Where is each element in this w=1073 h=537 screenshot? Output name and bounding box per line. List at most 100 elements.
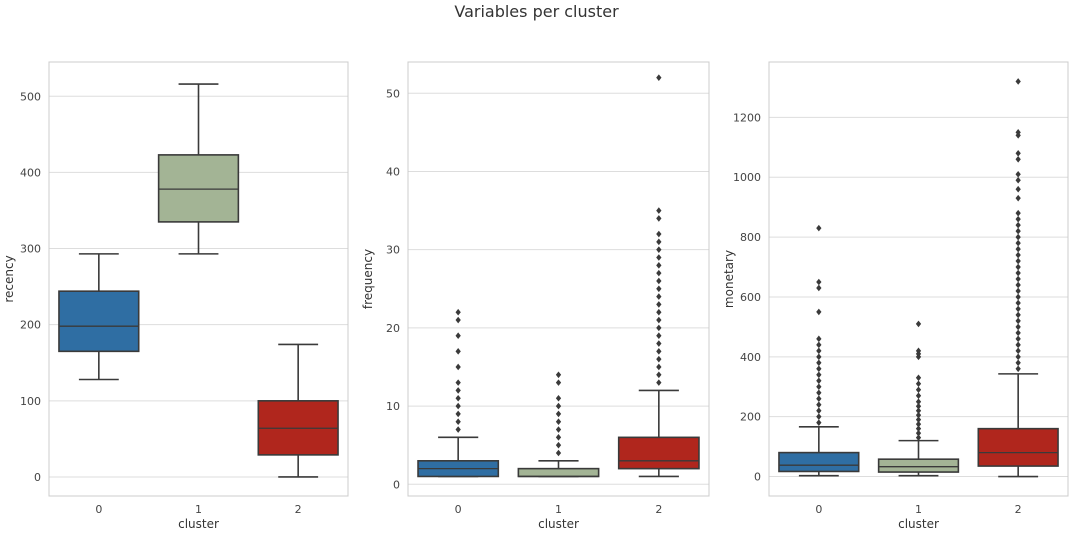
outlier-point: [1015, 293, 1021, 301]
axes-frame: [407, 61, 710, 497]
y-tick-label: 400: [740, 351, 761, 364]
x-tick-label: 2: [295, 503, 302, 516]
box-cluster-0: [778, 224, 860, 477]
outlier-point: [1015, 78, 1021, 85]
outlier-point: [1015, 299, 1021, 307]
x-tick-label: 1: [915, 503, 922, 516]
y-tick-label: 0: [34, 471, 41, 484]
outlier-point: [656, 246, 662, 253]
outlier-point: [1015, 287, 1021, 295]
outlier-point: [455, 402, 461, 410]
y-tick-label: 40: [386, 165, 400, 178]
outlier-point: [915, 374, 922, 382]
outlier-point: [656, 332, 662, 339]
outlier-point: [1015, 365, 1021, 373]
outlier-point: [915, 411, 922, 419]
outlier-point: [1015, 323, 1021, 331]
y-axis-label: recency: [2, 255, 16, 302]
outlier-point: [555, 441, 562, 449]
outlier-point: [816, 347, 822, 355]
outlier-point: [816, 419, 822, 426]
y-tick-label: 0: [754, 471, 761, 484]
outlier-point: [656, 348, 662, 355]
iqr-box: [617, 436, 700, 470]
y-tick-label: 100: [20, 395, 41, 408]
outlier-point: [816, 278, 822, 286]
outlier-point: [455, 418, 461, 426]
x-axis-label: cluster: [538, 517, 579, 531]
outlier-point: [915, 420, 922, 428]
outlier-point: [1015, 257, 1021, 265]
outlier-point: [1015, 281, 1021, 289]
outlier-point: [656, 207, 662, 214]
outlier-point: [1015, 185, 1021, 193]
outlier-point: [1015, 347, 1021, 355]
outlier-point: [455, 308, 461, 316]
outlier-point: [555, 410, 562, 418]
outlier-point: [555, 379, 562, 386]
axes-frame: [768, 61, 1069, 497]
box-cluster-0: [58, 253, 140, 381]
box-cluster-1: [517, 371, 600, 478]
outlier-point: [455, 363, 461, 371]
outlier-point: [656, 363, 662, 371]
outlier-point: [656, 316, 662, 324]
x-tick-label: 0: [815, 503, 822, 516]
outlier-point: [816, 413, 822, 420]
outlier-point: [455, 387, 461, 394]
outlier-point: [555, 434, 562, 441]
figure-title: Variables per cluster: [454, 2, 619, 21]
outlier-point: [455, 394, 461, 402]
outlier-point: [656, 379, 662, 386]
iqr-box: [977, 427, 1059, 467]
outlier-point: [1015, 176, 1021, 184]
outlier-point: [816, 371, 822, 379]
outlier-point: [1015, 129, 1021, 136]
y-tick-label: 200: [20, 319, 41, 332]
box-cluster-2: [257, 343, 339, 478]
outlier-point: [1015, 329, 1021, 337]
outlier-point: [1015, 227, 1021, 235]
x-tick-label: 1: [195, 503, 202, 516]
outlier-point: [656, 308, 662, 316]
outlier-point: [1015, 311, 1021, 319]
x-tick-label: 0: [95, 503, 102, 516]
outlier-point: [555, 402, 562, 410]
outlier-point: [915, 386, 922, 394]
outlier-point: [1015, 335, 1021, 343]
outlier-point: [656, 74, 662, 81]
outlier-point: [915, 416, 922, 423]
outlier-point: [1015, 317, 1021, 325]
outlier-point: [915, 320, 922, 328]
outlier-point: [656, 238, 662, 246]
x-axis-label: cluster: [178, 517, 219, 531]
outlier-point: [1015, 170, 1021, 178]
x-tick-label: 1: [555, 503, 562, 516]
y-tick-label: 300: [20, 243, 41, 256]
outlier-point: [816, 284, 822, 292]
outlier-point: [915, 380, 922, 388]
outlier-point: [915, 392, 922, 400]
outlier-point: [656, 340, 662, 347]
outlier-point: [1015, 245, 1021, 253]
outlier-point: [1015, 263, 1021, 271]
x-tick-label: 0: [455, 503, 462, 516]
outlier-point: [656, 269, 662, 277]
outlier-point: [816, 335, 822, 343]
outlier-point: [816, 383, 822, 391]
recency-subplot: 0 100 200 300 400 500 0 1 2 cluster recency: [2, 61, 349, 531]
y-tick-label: 0: [393, 478, 400, 491]
outlier-point: [816, 341, 822, 349]
frequency-subplot: 0 10 20 30 40 50 0 1 2 cluster frequency: [361, 61, 710, 531]
outlier-point: [1015, 305, 1021, 313]
outlier-point: [555, 426, 562, 433]
outlier-point: [1015, 359, 1021, 367]
outlier-point: [816, 224, 822, 232]
y-axis-label: frequency: [361, 249, 375, 309]
outlier-point: [455, 316, 461, 324]
outlier-point: [656, 277, 662, 285]
y-tick-label: 600: [740, 291, 761, 304]
outlier-point: [915, 429, 922, 437]
outlier-point: [1015, 209, 1021, 217]
